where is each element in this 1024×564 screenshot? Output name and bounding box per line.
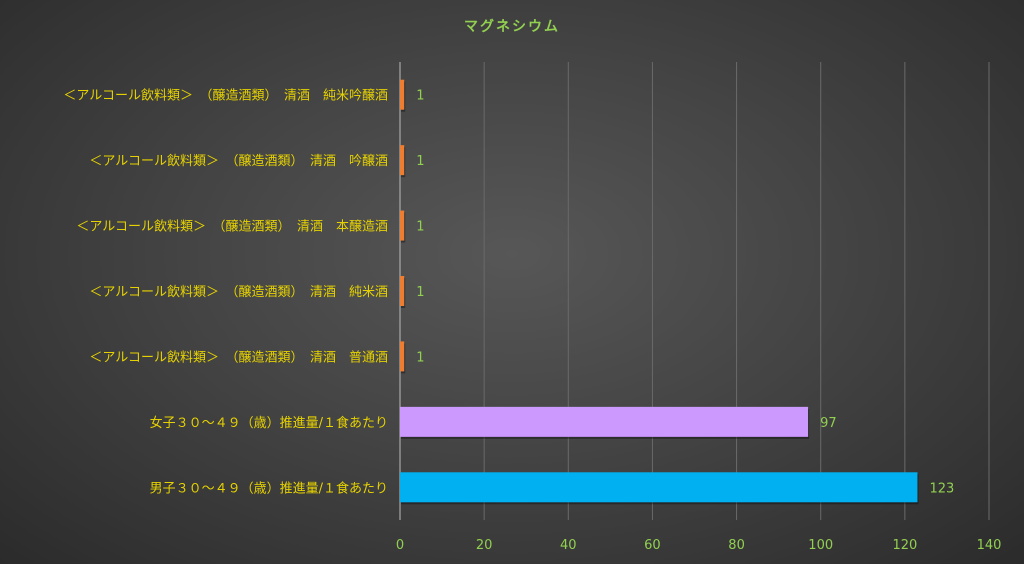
x-tick-label: 20 (476, 538, 493, 553)
category-label: 男子３０～４９（歳）推進量/１食あたり (150, 480, 388, 496)
data-label: 1 (416, 285, 424, 300)
data-label: 1 (416, 350, 424, 365)
bar (400, 472, 918, 503)
gridlines (399, 62, 990, 520)
data-label: 123 (929, 481, 954, 496)
data-label: 1 (416, 220, 424, 235)
x-tick-label: 120 (892, 538, 917, 553)
bar (400, 341, 405, 372)
bars: 1 1 1 1 1 97 123 (400, 79, 954, 505)
data-label: 97 (820, 416, 837, 431)
category-label: ＜アルコール飲料類＞ （醸造酒類） 清酒 吟醸酒 (89, 153, 388, 169)
category-label: ＜アルコール飲料類＞ （醸造酒類） 清酒 純米吟醸酒 (63, 88, 388, 104)
category-label: ＜アルコール飲料類＞ （醸造酒類） 清酒 本醸造酒 (76, 219, 388, 235)
bar (400, 79, 405, 110)
data-label: 1 (416, 89, 424, 104)
x-tick-labels: 0 20 40 60 80 100 120 140 (396, 538, 1002, 553)
category-label: ＜アルコール飲料類＞ （醸造酒類） 清酒 純米酒 (89, 284, 388, 300)
x-tick-label: 40 (560, 538, 577, 553)
bar (400, 210, 405, 241)
x-tick-label: 60 (644, 538, 661, 553)
x-tick-label: 140 (977, 538, 1002, 553)
bar (400, 145, 405, 176)
x-tick-label: 0 (396, 538, 404, 553)
x-tick-label: 100 (808, 538, 833, 553)
bar (400, 406, 809, 437)
x-tick-label: 80 (728, 538, 745, 553)
category-label: 女子３０～４９（歳）推進量/１食あたり (150, 415, 388, 431)
category-labels: ＜アルコール飲料類＞ （醸造酒類） 清酒 純米吟醸酒 ＜アルコール飲料類＞ （醸造… (63, 88, 388, 497)
bar (400, 276, 405, 306)
category-label: ＜アルコール飲料類＞ （醸造酒類） 清酒 普通酒 (89, 349, 388, 365)
data-label: 1 (416, 154, 424, 169)
chart-title: マグネシウム (464, 18, 560, 35)
